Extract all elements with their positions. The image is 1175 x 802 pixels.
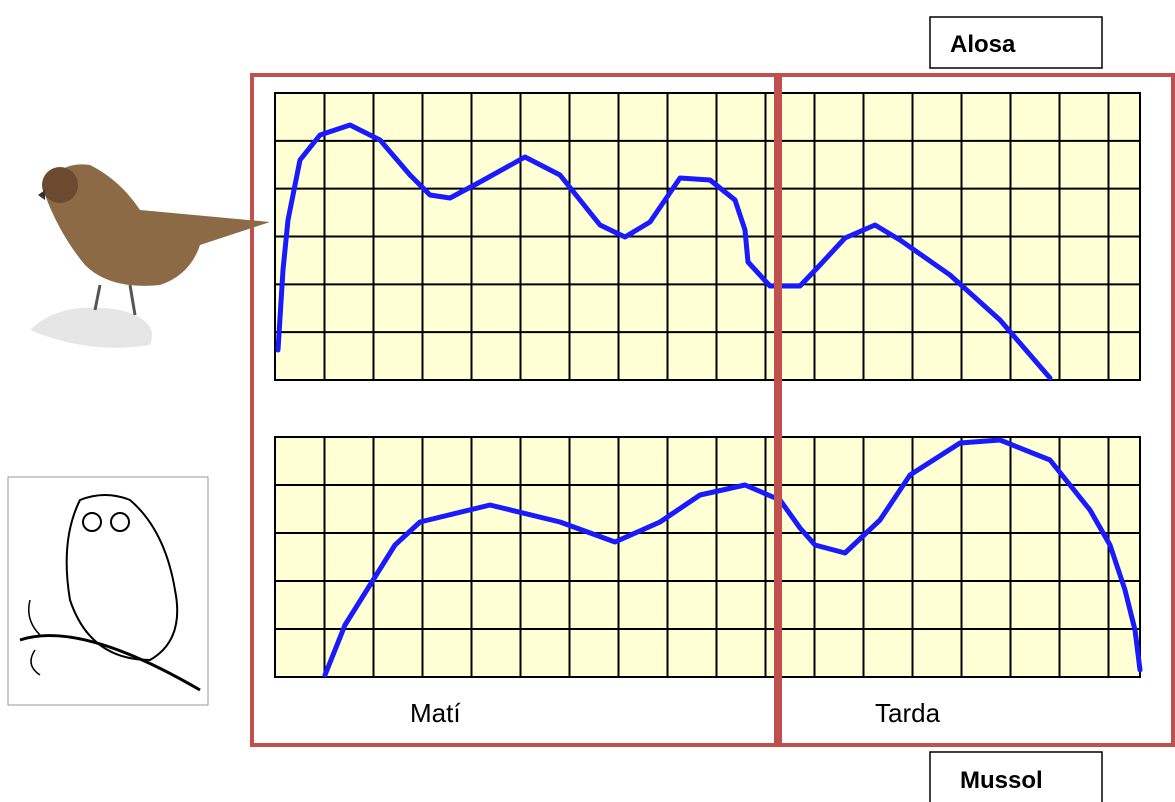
top-grid <box>275 93 1140 380</box>
period-label: Tarda <box>875 698 941 728</box>
species-label: Alosa <box>950 31 1016 58</box>
lark-image <box>30 164 270 347</box>
species-label: Mussol <box>960 767 1043 794</box>
bottom-grid <box>275 437 1140 677</box>
diagram: Alosa Mussol Matí Tarda <box>0 0 1175 802</box>
period-label: Matí <box>410 698 461 728</box>
owl-image <box>8 477 208 705</box>
